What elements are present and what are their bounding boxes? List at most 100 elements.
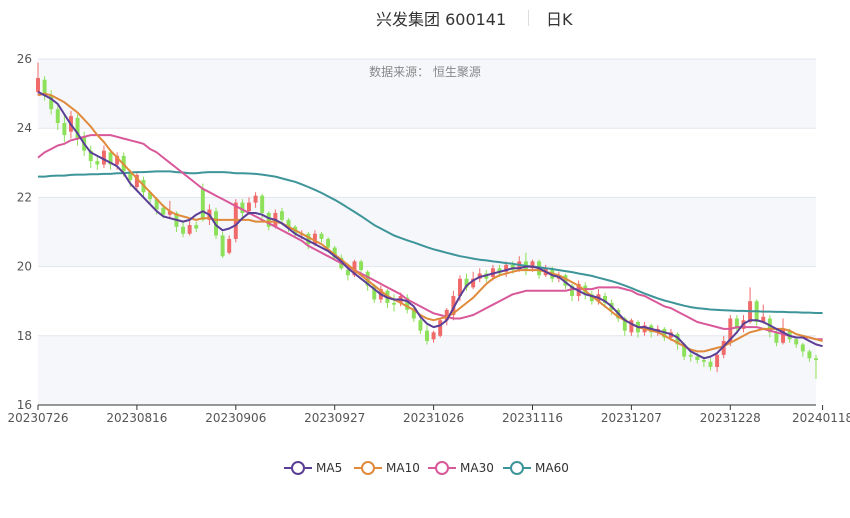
legend-item-ma60[interactable]: MA60 [503,458,569,478]
ma10-line [37,92,823,353]
x-tick-label: 20231207 [601,411,662,425]
candle-body [187,225,192,234]
y-tick-label: 22 [17,190,32,204]
candle-body [471,278,476,288]
candle-body [365,271,370,286]
candle-body [682,344,687,357]
candle-body [88,150,93,162]
candle [55,103,60,130]
y-tick-label: 16 [17,398,32,412]
candle [708,358,713,371]
legend-item-ma30[interactable]: MA30 [428,458,494,478]
candle-body [695,356,700,361]
y-tick-label: 20 [17,260,32,274]
candle-body [431,332,436,340]
candle [42,76,47,101]
candle-body [794,339,799,345]
candle-body [227,238,232,253]
candle-body [688,354,693,357]
candle-body [563,275,568,286]
x-tick-label: 20231026 [403,411,464,425]
candle-body [800,344,805,352]
candle [108,148,113,170]
candle [167,200,172,219]
candle [253,192,258,208]
candle-body [372,285,377,300]
candle-body [200,188,205,220]
candle-body [108,152,113,165]
candle-body [352,261,357,276]
candle-body [444,309,449,321]
legend-ma60-icon [503,461,531,475]
candle-body [161,207,166,215]
candle-body [675,334,680,345]
candle [438,318,443,338]
legend-ma5-icon [284,461,312,475]
candle [477,268,482,283]
candle-body [530,261,535,269]
y-tick-label: 24 [17,121,32,135]
y-tick-label: 18 [17,329,32,343]
candle-body [42,79,47,96]
candle [392,294,397,312]
candle [181,221,186,238]
candle-body [708,361,713,367]
candle [715,353,720,373]
candle [425,325,429,345]
candle-body [411,309,416,319]
candle-body [49,95,54,110]
candle [36,62,40,96]
legend-ma30-icon [428,461,456,475]
candle [227,235,232,255]
candle-body [154,199,159,210]
candle [220,232,225,258]
candle-body [457,278,462,297]
background-band [38,59,816,129]
candle [451,290,456,321]
legend-ma60-label: MA60 [535,461,569,475]
x-tick-label: 20231228 [700,411,761,425]
candle-body [332,247,337,258]
candle-body [570,285,575,297]
data-source-label: 数据来源： 恒生聚源 [369,64,481,79]
candle [431,330,436,343]
candle-body [181,226,186,234]
chart-header: 兴发集团 600141 日K [0,6,850,30]
period-selector[interactable]: 日K [546,10,573,29]
x-tick-label: 20230726 [7,411,68,425]
chart-title: 兴发集团 600141 [376,10,507,29]
legend-ma5-label: MA5 [316,461,343,475]
candle-body [75,117,80,139]
candle-body [418,320,423,331]
candle [62,114,67,143]
candle-body [761,316,766,322]
candle [134,173,139,191]
candle [372,283,377,303]
candle-body [128,173,133,181]
candle-body [101,150,106,165]
candle-body [260,195,265,213]
candle [95,155,100,170]
candle-body [405,297,410,310]
candle-body [721,340,726,355]
candle [279,207,284,226]
candle [794,337,799,348]
legend-item-ma5[interactable]: MA5 [284,458,342,478]
candle [187,218,192,236]
candle-body [701,360,706,362]
candle-body [504,264,509,272]
x-tick-label: 20231116 [502,411,563,425]
legend: MA5 MA10 MA30 MA60 [0,458,850,478]
candle-body [451,296,456,316]
x-tick-label: 20240118 [792,411,850,425]
legend-item-ma10[interactable]: MA10 [354,458,420,478]
candle-body [781,328,786,343]
candle-body [622,318,627,331]
candle [589,290,594,305]
candle-body [148,192,153,200]
candle-body [589,294,594,302]
candlestick-chart: 数据来源： 恒生聚源 16 18 20 22 24 26 20230726 20230816… [7,52,850,425]
candle-body [36,78,40,92]
header-divider [528,10,529,26]
candle [101,145,106,168]
